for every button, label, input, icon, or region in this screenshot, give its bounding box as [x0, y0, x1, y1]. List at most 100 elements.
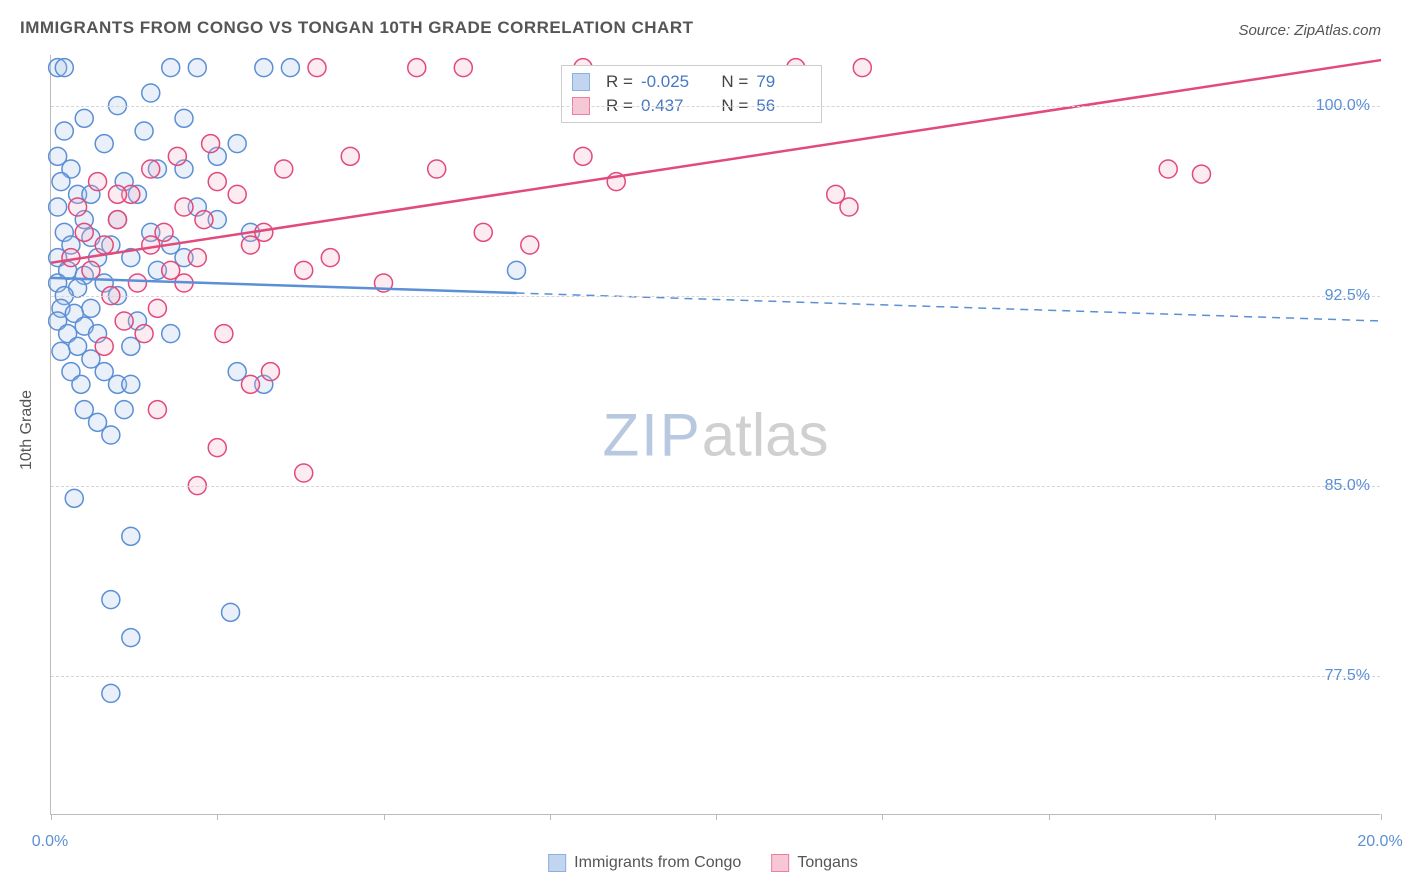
data-point	[95, 135, 113, 153]
legend-label: Immigrants from Congo	[574, 854, 741, 871]
data-point	[175, 198, 193, 216]
data-point	[215, 325, 233, 343]
data-point	[55, 122, 73, 140]
xtick	[882, 814, 883, 820]
data-point	[109, 211, 127, 229]
stat-r-label: R =	[606, 72, 633, 92]
data-point	[202, 135, 220, 153]
stats-row: R = -0.025 N = 79	[572, 70, 811, 94]
data-point	[840, 198, 858, 216]
data-point	[242, 375, 260, 393]
legend-swatch	[771, 854, 789, 872]
data-point	[142, 160, 160, 178]
data-point	[341, 147, 359, 165]
legend-swatch	[572, 73, 590, 91]
gridline	[51, 486, 1380, 487]
data-point	[188, 59, 206, 77]
data-point	[135, 122, 153, 140]
legend-item: Immigrants from Congo	[548, 854, 741, 872]
data-point	[95, 236, 113, 254]
data-point	[308, 59, 326, 77]
data-point	[148, 401, 166, 419]
plot-area: ZIPatlas R = -0.025 N = 79R = 0.437 N = …	[50, 55, 1380, 815]
stat-n-value: 79	[756, 72, 811, 92]
stats-legend-box: R = -0.025 N = 79R = 0.437 N = 56	[561, 65, 822, 123]
data-point	[75, 109, 93, 127]
data-point	[188, 249, 206, 267]
data-point	[95, 337, 113, 355]
data-point	[255, 59, 273, 77]
stat-r-value: -0.025	[641, 72, 696, 92]
xtick	[550, 814, 551, 820]
data-point	[321, 249, 339, 267]
data-point	[142, 84, 160, 102]
data-point	[295, 464, 313, 482]
data-point	[261, 363, 279, 381]
data-point	[75, 223, 93, 241]
data-point	[474, 223, 492, 241]
data-point	[275, 160, 293, 178]
data-point	[115, 312, 133, 330]
xtick	[1381, 814, 1382, 820]
stat-n-label: N =	[721, 72, 748, 92]
data-point	[122, 375, 140, 393]
data-point	[82, 299, 100, 317]
data-point	[228, 135, 246, 153]
data-point	[115, 401, 133, 419]
data-point	[52, 173, 70, 191]
data-point	[281, 59, 299, 77]
data-point	[89, 173, 107, 191]
data-point	[208, 439, 226, 457]
gridline	[51, 106, 1380, 107]
data-point	[162, 59, 180, 77]
legend-label: Tongans	[797, 854, 858, 871]
data-point	[49, 198, 67, 216]
xtick-label: 20.0%	[1357, 833, 1402, 851]
source-label: Source: ZipAtlas.com	[1238, 22, 1381, 39]
data-point	[195, 211, 213, 229]
y-axis-label: 10th Grade	[18, 390, 36, 470]
data-point	[135, 325, 153, 343]
data-point	[408, 59, 426, 77]
legend-swatch	[548, 854, 566, 872]
ytick-label: 77.5%	[1325, 667, 1370, 685]
data-point	[109, 185, 127, 203]
data-point	[228, 185, 246, 203]
data-point	[102, 426, 120, 444]
data-point	[65, 489, 83, 507]
chart-title: IMMIGRANTS FROM CONGO VS TONGAN 10TH GRA…	[20, 18, 694, 38]
data-point	[1159, 160, 1177, 178]
data-point	[102, 684, 120, 702]
xtick	[384, 814, 385, 820]
data-point	[168, 147, 186, 165]
data-point	[52, 342, 70, 360]
data-point	[574, 147, 592, 165]
data-point	[508, 261, 526, 279]
data-point	[72, 375, 90, 393]
data-point	[1192, 165, 1210, 183]
bottom-legend: Immigrants from Congo Tongans	[548, 854, 858, 872]
legend-item: Tongans	[771, 854, 858, 872]
data-point	[82, 261, 100, 279]
ytick-label: 100.0%	[1316, 97, 1370, 115]
data-point	[428, 160, 446, 178]
data-point	[69, 198, 87, 216]
data-point	[148, 299, 166, 317]
data-point	[175, 109, 193, 127]
xtick	[1049, 814, 1050, 820]
xtick	[716, 814, 717, 820]
xtick	[217, 814, 218, 820]
data-point	[122, 629, 140, 647]
chart-svg	[51, 55, 1380, 814]
data-point	[162, 325, 180, 343]
data-point	[222, 603, 240, 621]
trend-line-extrapolated	[517, 293, 1382, 321]
data-point	[155, 223, 173, 241]
xtick-label: 0.0%	[32, 833, 68, 851]
xtick	[51, 814, 52, 820]
data-point	[122, 527, 140, 545]
data-point	[208, 173, 226, 191]
data-point	[55, 59, 73, 77]
data-point	[521, 236, 539, 254]
gridline	[51, 676, 1380, 677]
